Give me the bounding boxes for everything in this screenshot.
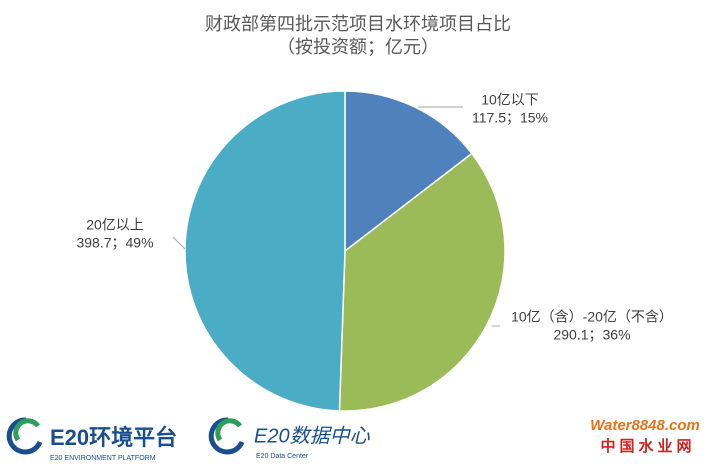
pie (184, 90, 506, 412)
chart-title: 财政部第四批示范项目水环境项目占比 (205, 14, 511, 34)
logo-text: Water8848.com (590, 417, 700, 434)
logo-icon (6, 417, 43, 455)
logo-text: E20环境平台 (50, 425, 177, 450)
water-logo: Water8848.com 中国水业网 (590, 417, 700, 455)
leader-line (172, 236, 186, 250)
e20-platform-logo: E20环境平台 E20 ENVIRONMENT PLATFORM (6, 417, 177, 462)
category-label: 10亿（含）-20亿（不含） (511, 309, 673, 325)
pie-slice (344, 90, 473, 253)
logo-subtext: 中国水业网 (600, 437, 695, 455)
chart-subtitle: （按投资额；亿元） (277, 37, 439, 57)
pie-slice (338, 152, 506, 412)
logo-icon (215, 418, 243, 442)
logo-subtext: E20 Data Center (256, 453, 309, 460)
logo-subtext: E20 ENVIRONMENT PLATFORM (50, 455, 156, 462)
logo-text: E20数据中心 (254, 425, 371, 447)
labels: 10亿以下 117.5；15% 10亿（含）-20亿（不含） 290.1；36% 20亿… (76, 92, 672, 344)
category-label: 10亿以下 (481, 92, 539, 108)
value-label: 117.5；15% (472, 110, 548, 127)
e20-data-logo: E20数据中心 E20 Data Center (208, 417, 371, 460)
value-label: 290.1；36% (553, 327, 630, 344)
category-label: 20亿以上 (86, 217, 144, 233)
value-label: 398.7；49% (76, 235, 153, 252)
pie-slice (184, 90, 346, 412)
logo-icon (208, 417, 245, 455)
logo-icon (13, 418, 41, 442)
